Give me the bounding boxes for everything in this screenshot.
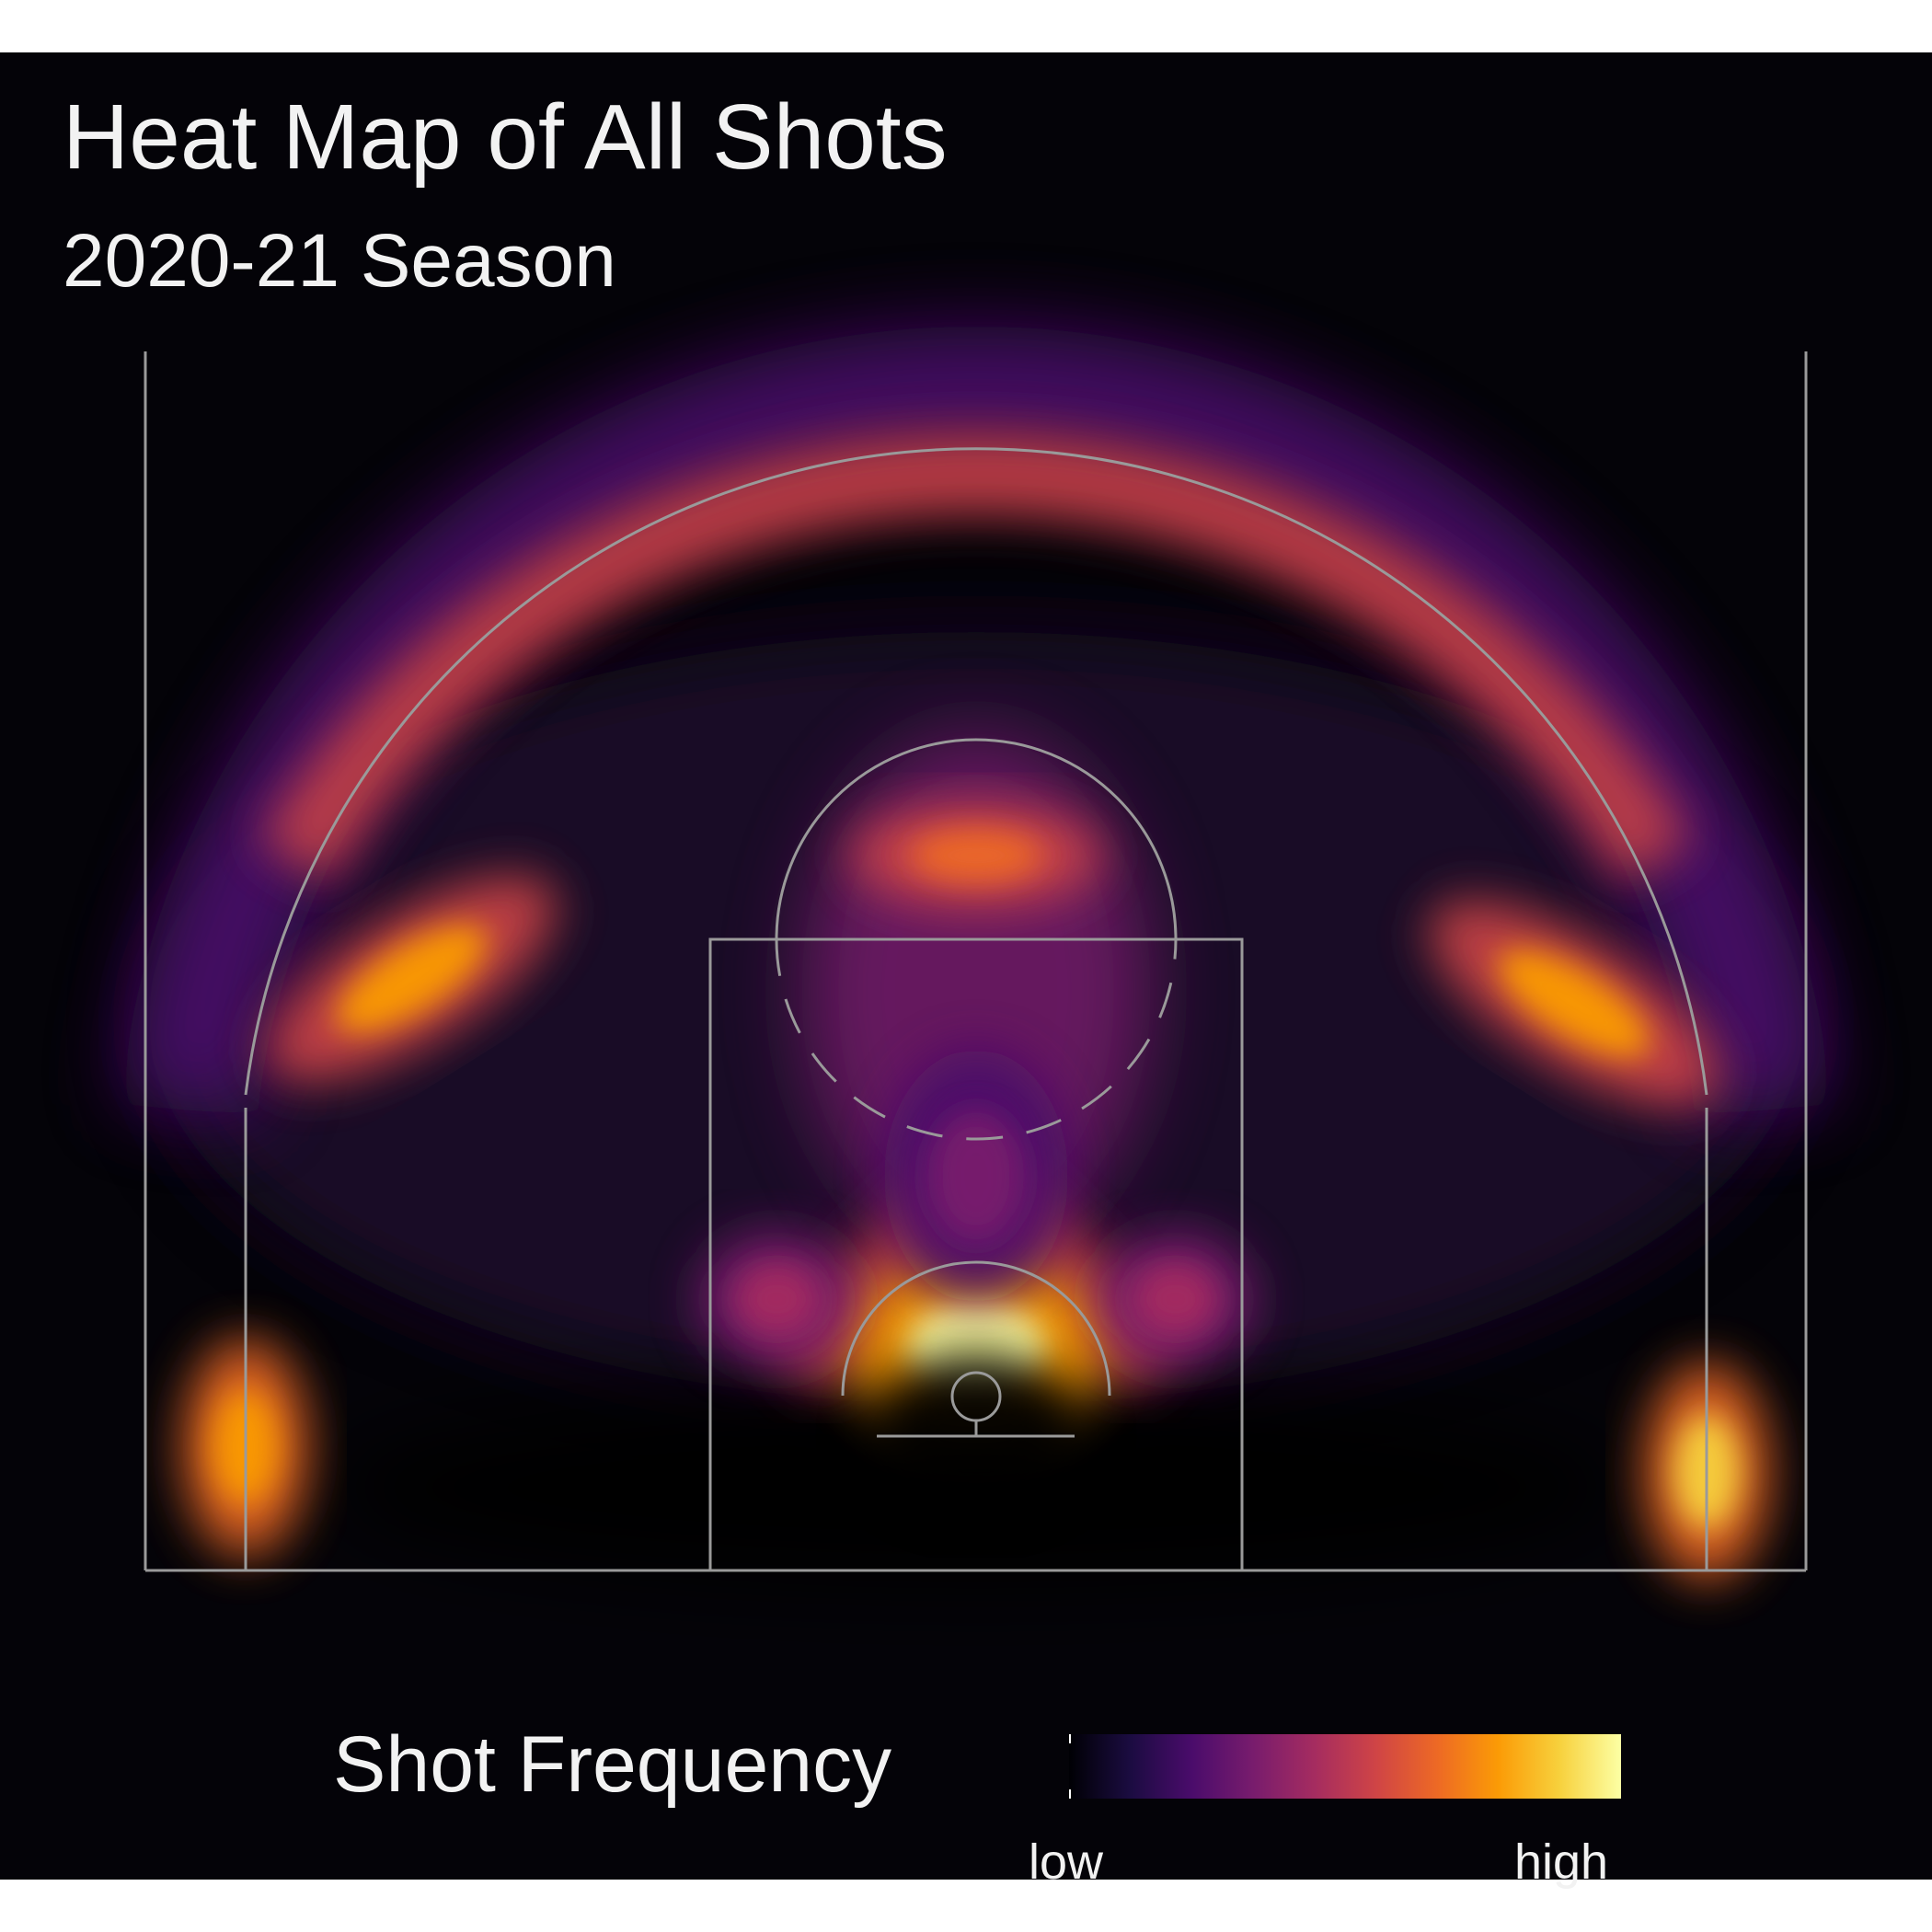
three-point-arc xyxy=(244,447,1708,1096)
legend-tick-low-bottom xyxy=(1069,1789,1071,1799)
heatmap-court xyxy=(120,326,1833,1589)
heat-layer xyxy=(120,326,1833,1589)
heat-spot-core-4 xyxy=(1498,949,1650,1058)
plot-panel: Heat Map of All Shots 2020-21 Season Sho… xyxy=(0,52,1932,1887)
heat-arc-mid xyxy=(259,432,1692,883)
heat-spot-core-8 xyxy=(928,1110,1024,1242)
heat-spot-core-3 xyxy=(336,925,488,1033)
legend-gradient xyxy=(1069,1734,1621,1799)
legend-high-label: high xyxy=(1514,1834,1609,1890)
chart-title: Heat Map of All Shots xyxy=(63,86,948,189)
legend-tick-low-top xyxy=(1069,1734,1071,1743)
legend-low-label: low xyxy=(1029,1834,1104,1890)
restricted-area-arc xyxy=(841,1260,1111,1397)
court-lines xyxy=(144,351,1808,1572)
free-throw-circle-top xyxy=(775,738,1178,940)
heat-spot-core-6 xyxy=(734,1263,819,1336)
heat-arc-outer xyxy=(120,326,1833,1118)
free-throw-circle-bottom xyxy=(775,938,1178,1141)
heat-spot-core-5 xyxy=(910,828,1042,883)
paint-box xyxy=(708,937,1244,1572)
legend-title: Shot Frequency xyxy=(333,1720,892,1809)
chart-subtitle: 2020-21 Season xyxy=(63,219,616,303)
heat-spot-core-7 xyxy=(1133,1263,1218,1336)
legend-colorbar xyxy=(1069,1734,1621,1799)
